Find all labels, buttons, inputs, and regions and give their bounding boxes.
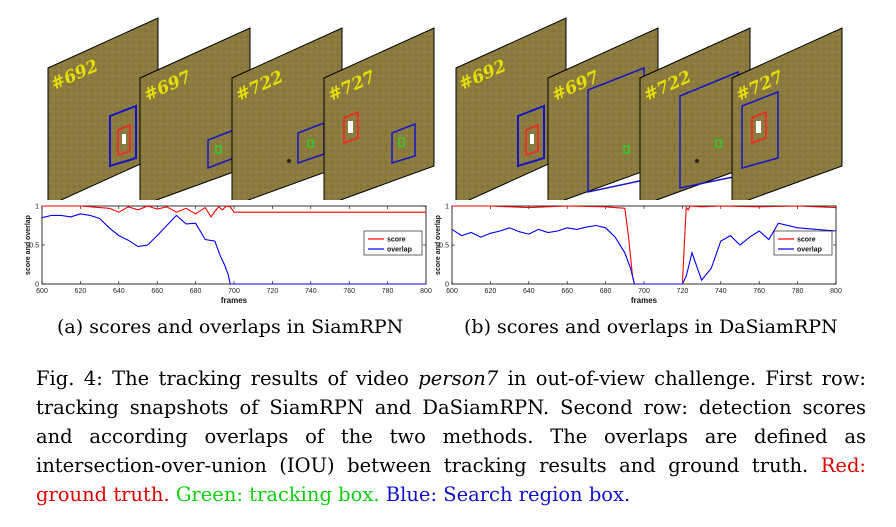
caption-video-name: person7 (418, 367, 499, 390)
x-axis-label: frames (221, 296, 248, 305)
series-line-overlap (41, 213, 426, 285)
x-tick-label: 640 (113, 288, 125, 295)
x-tick-label: 780 (382, 288, 394, 295)
x-tick-label: 720 (677, 288, 689, 295)
x-tick-label: 680 (190, 288, 202, 295)
legend-box (363, 230, 423, 256)
frame-b-4: #727 (731, 27, 843, 207)
legend-label-score: score (797, 237, 816, 244)
x-tick-label: 760 (343, 288, 355, 295)
x-tick-label: 760 (753, 288, 765, 295)
x-tick-label: 780 (792, 288, 804, 295)
x-tick-label: 800 (830, 288, 842, 295)
caption-blue: Blue: Search region box. (379, 483, 631, 506)
y-tick-label: 0.5 (29, 243, 39, 250)
chart-b: 600 620 640 660 680 700 720 740 760 780 800 0 0.5 1 fr… (434, 200, 846, 308)
chart-b-svg: 600 620 640 660 680 700 720 740 760 780 800 0 0.5 1 fr… (435, 204, 842, 306)
figure-caption: Fig. 4: The tracking results of video pe… (36, 364, 866, 509)
x-tick-label: 720 (267, 288, 279, 295)
x-tick-label: 740 (715, 288, 727, 295)
frame-a-4: #727 (323, 27, 435, 207)
plot-area (451, 205, 837, 285)
caption-red: Red: ground truth. (36, 454, 866, 506)
subcaption-a: (a) scores and overlaps in SiamRPN (57, 316, 404, 338)
frame-a-1: #692 (47, 17, 159, 207)
series-line-overlap (451, 222, 837, 285)
caption-main: in out-of-view challenge. First row: tra… (36, 367, 867, 477)
x-tick-label: 620 (75, 288, 87, 295)
x-tick-label: 660 (561, 288, 573, 295)
y-axis-label: score and overlap (435, 215, 442, 275)
y-tick-label: 0 (445, 282, 449, 289)
x-tick-label: 620 (485, 288, 497, 295)
panel-a-snapshots: #692 #697 #722 #727 (40, 8, 440, 208)
x-tick-label: 700 (638, 288, 650, 295)
frame-b-3: #722 (639, 27, 751, 207)
legend-label-overlap: overlap (797, 247, 822, 254)
chart-a: 600 620 640 660 680 700 720 740 760 780 800 0 0.5 1 fr… (24, 200, 436, 308)
chart-a-svg: 600 620 640 660 680 700 720 740 760 780 800 0 0.5 1 fr… (25, 204, 432, 306)
y-tick-label: 0 (35, 282, 39, 289)
x-tick-label: 800 (420, 288, 432, 295)
legend-box (773, 230, 833, 256)
y-axis-label: score and overlap (25, 215, 32, 275)
x-axis-label: frames (631, 296, 658, 305)
x-tick-label: 740 (305, 288, 317, 295)
x-tick-label: 640 (523, 288, 535, 295)
frame-a-2: #697 (139, 27, 251, 207)
frame-b-2: #697 (547, 27, 659, 207)
y-tick-label: 1 (445, 204, 449, 211)
plot-area (41, 205, 427, 285)
y-tick-label: 0.5 (439, 243, 449, 250)
y-tick-label: 1 (35, 204, 39, 211)
legend-label-overlap: overlap (387, 247, 412, 254)
legend-label-score: score (387, 237, 406, 244)
x-tick-label: 700 (228, 288, 240, 295)
series-line-score (42, 205, 426, 218)
x-tick-label: 660 (151, 288, 163, 295)
subcaption-b: (b) scores and overlaps in DaSiamRPN (464, 316, 838, 338)
caption-prefix: Fig. 4: The tracking results of video (36, 367, 419, 390)
x-tick-label: 680 (600, 288, 612, 295)
panel-b-snapshots: #692 #697 #722 #727 (448, 8, 848, 208)
x-tick-label: 600 (446, 288, 458, 295)
x-tick-label: 600 (36, 288, 48, 295)
caption-green: Green: tracking box. (169, 483, 380, 506)
